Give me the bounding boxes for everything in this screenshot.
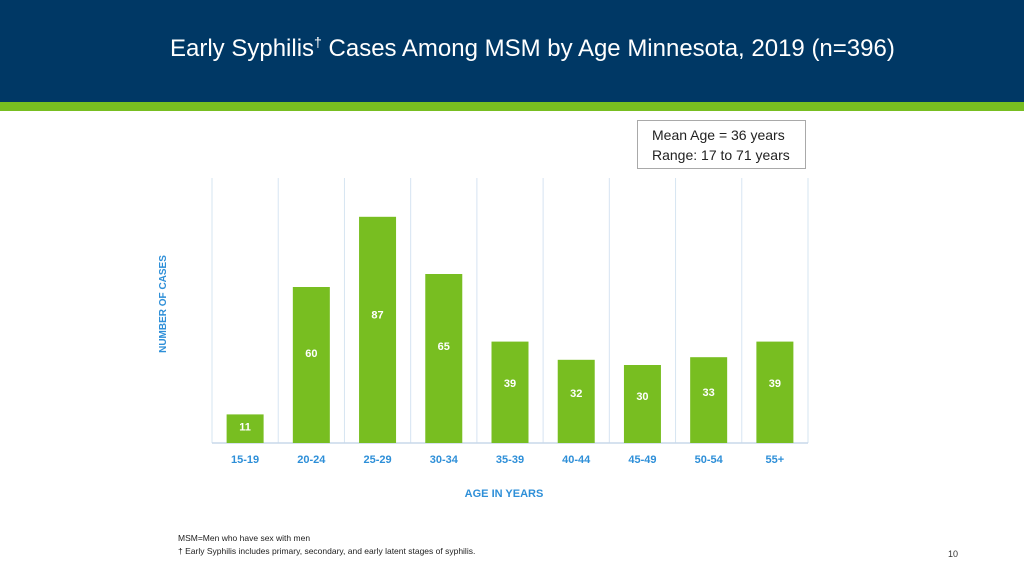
age-range-text: Range: 17 to 71 years bbox=[652, 147, 790, 163]
accent-bar bbox=[0, 102, 1024, 111]
x-axis-label: AGE IN YEARS bbox=[465, 488, 544, 500]
bar-45-49 bbox=[623, 365, 661, 443]
title-dagger: † bbox=[314, 34, 322, 50]
stats-box: Mean Age = 36 years Range: 17 to 71 year… bbox=[637, 120, 806, 169]
page-title: Early Syphilis† Cases Among MSM by Age M… bbox=[170, 34, 895, 63]
x-tick-label: 35-39 bbox=[496, 454, 524, 466]
data-label: 32 bbox=[570, 388, 582, 400]
data-label: 11 bbox=[239, 421, 251, 433]
x-tick-label: 40-44 bbox=[562, 454, 591, 466]
bar-20-24 bbox=[292, 287, 330, 443]
header-banner: Early Syphilis† Cases Among MSM by Age M… bbox=[0, 0, 1024, 102]
data-label: 33 bbox=[703, 387, 715, 399]
data-label: 39 bbox=[769, 378, 781, 390]
bar-35-39 bbox=[491, 341, 529, 443]
data-label: 60 bbox=[305, 348, 317, 360]
data-label: 30 bbox=[636, 391, 648, 403]
footnotes: MSM=Men who have sex with men † Early Sy… bbox=[178, 532, 475, 558]
bar-25-29 bbox=[359, 216, 397, 443]
y-axis-label: NUMBER OF CASES bbox=[158, 255, 169, 353]
x-tick-label: 15-19 bbox=[231, 454, 259, 466]
data-label: 65 bbox=[438, 341, 450, 353]
bar-30-34 bbox=[425, 274, 463, 443]
bar-15-19 bbox=[226, 414, 264, 443]
title-main: Early Syphilis bbox=[170, 35, 315, 62]
bar-55+ bbox=[756, 341, 794, 443]
footnote-msm: MSM=Men who have sex with men bbox=[178, 533, 311, 543]
x-tick-label: 45-49 bbox=[628, 454, 656, 466]
data-label: 87 bbox=[371, 310, 383, 322]
page-number: 10 bbox=[948, 549, 959, 559]
x-tick-label: 30-34 bbox=[430, 454, 459, 466]
footnote-dagger: † Early Syphilis includes primary, secon… bbox=[178, 546, 476, 556]
data-label: 39 bbox=[504, 378, 516, 390]
bar-50-54 bbox=[690, 357, 728, 443]
x-tick-label: 55+ bbox=[766, 454, 785, 466]
x-tick-label: 25-29 bbox=[363, 454, 391, 466]
mean-age-text: Mean Age = 36 years bbox=[652, 127, 785, 143]
x-tick-label: 50-54 bbox=[695, 454, 724, 466]
title-rest: Cases Among MSM by Age Minnesota, 2019 (… bbox=[321, 35, 895, 62]
x-tick-label: 20-24 bbox=[297, 454, 326, 466]
bar-40-44 bbox=[557, 359, 595, 443]
